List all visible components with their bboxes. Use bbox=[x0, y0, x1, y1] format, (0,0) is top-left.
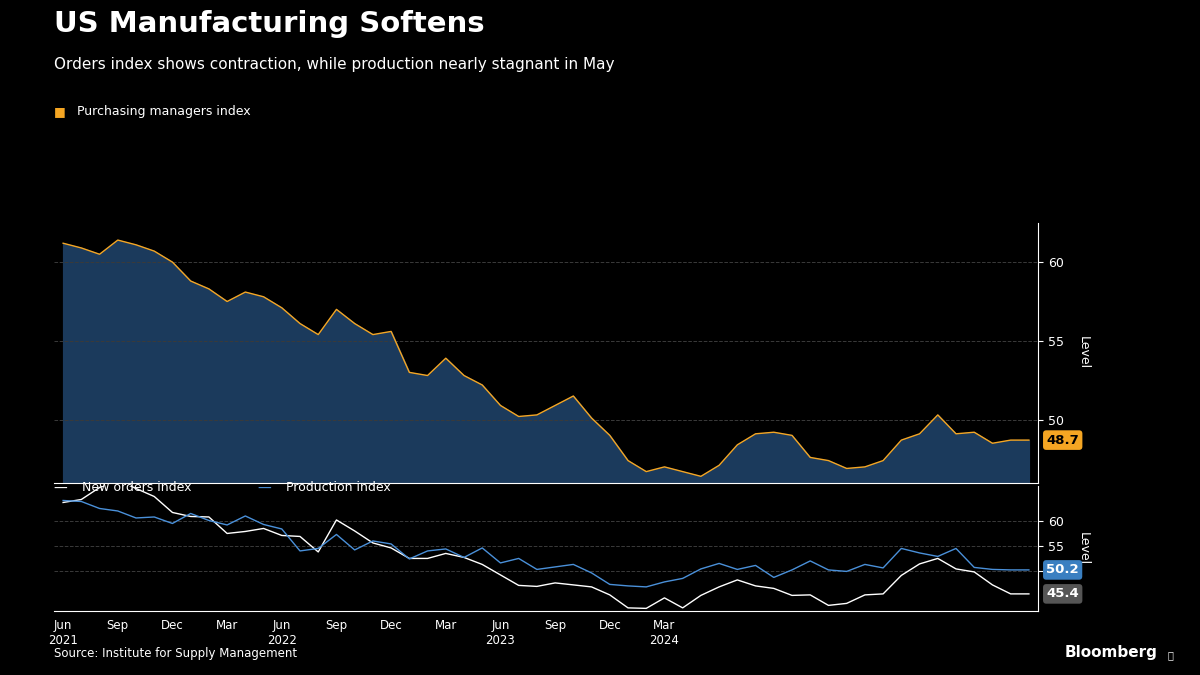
Text: Source: Institute for Supply Management: Source: Institute for Supply Management bbox=[54, 647, 298, 660]
Text: 48.7: 48.7 bbox=[1046, 433, 1079, 447]
Text: 45.4: 45.4 bbox=[1046, 587, 1079, 600]
Text: Production index: Production index bbox=[286, 481, 390, 494]
Text: —: — bbox=[258, 481, 276, 495]
Text: US Manufacturing Softens: US Manufacturing Softens bbox=[54, 10, 485, 38]
Text: ■: ■ bbox=[54, 105, 70, 117]
Y-axis label: Level: Level bbox=[1076, 532, 1090, 565]
Text: —: — bbox=[54, 481, 72, 495]
Text: New orders index: New orders index bbox=[82, 481, 191, 494]
Text: 50.2: 50.2 bbox=[1046, 564, 1079, 576]
Text: Purchasing managers index: Purchasing managers index bbox=[77, 105, 251, 117]
Text: Bloomberg: Bloomberg bbox=[1066, 645, 1158, 660]
Text: Orders index shows contraction, while production nearly stagnant in May: Orders index shows contraction, while pr… bbox=[54, 57, 614, 72]
Text: ⬛: ⬛ bbox=[1168, 650, 1174, 660]
Y-axis label: Level: Level bbox=[1076, 336, 1090, 369]
